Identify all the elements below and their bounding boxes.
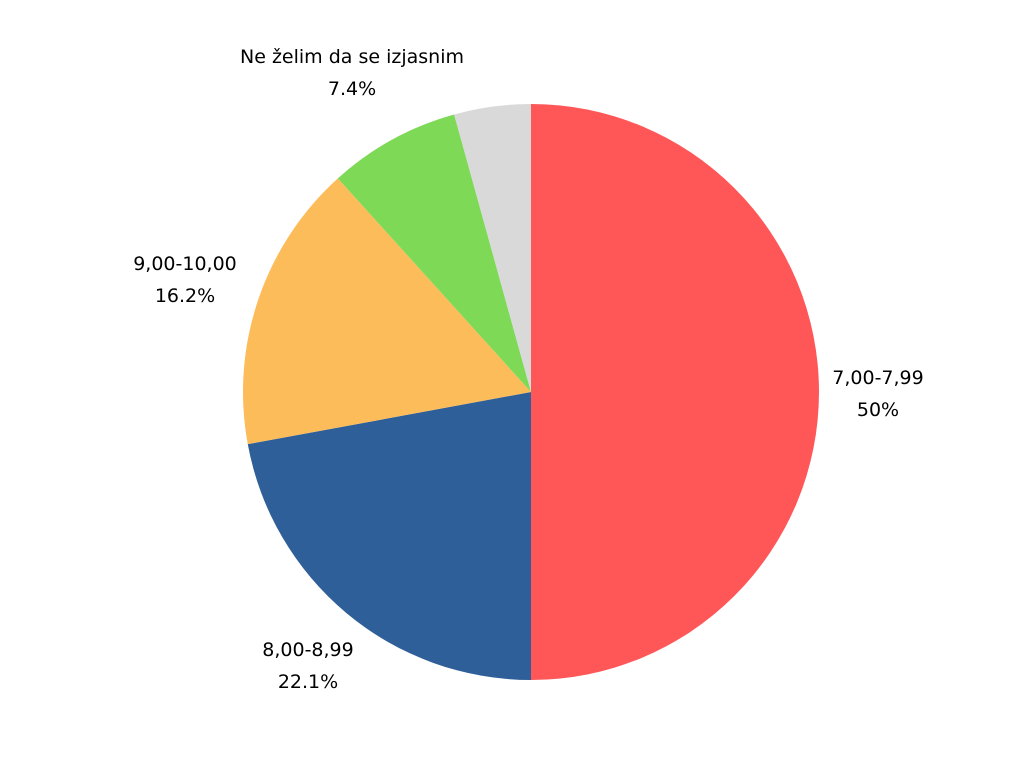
pie-slices <box>243 104 819 680</box>
pie-slice-3 <box>337 114 531 393</box>
pie-slice-2 <box>243 178 531 445</box>
slice-category-label: 7,00-7,99 <box>832 367 923 389</box>
pie-slice-0 <box>531 104 819 680</box>
slice-category-label: Ne želim da se izjasnim <box>240 46 464 68</box>
slice-value-label: 16.2% <box>155 285 215 307</box>
slice-value-label: 7.4% <box>328 78 376 100</box>
slice-value-label: 50% <box>857 399 899 421</box>
pie-slice-4 <box>454 104 531 392</box>
pie-slice-1 <box>247 392 532 680</box>
slice-category-label: 8,00-8,99 <box>262 639 353 661</box>
slice-value-label: 22.1% <box>278 671 338 693</box>
pie-labels: 7,00-7,99 50% 8,00-8,99 22.1% 9,00-10,00 16.2… <box>133 46 924 693</box>
slice-category-label: 9,00-10,00 <box>133 253 237 275</box>
